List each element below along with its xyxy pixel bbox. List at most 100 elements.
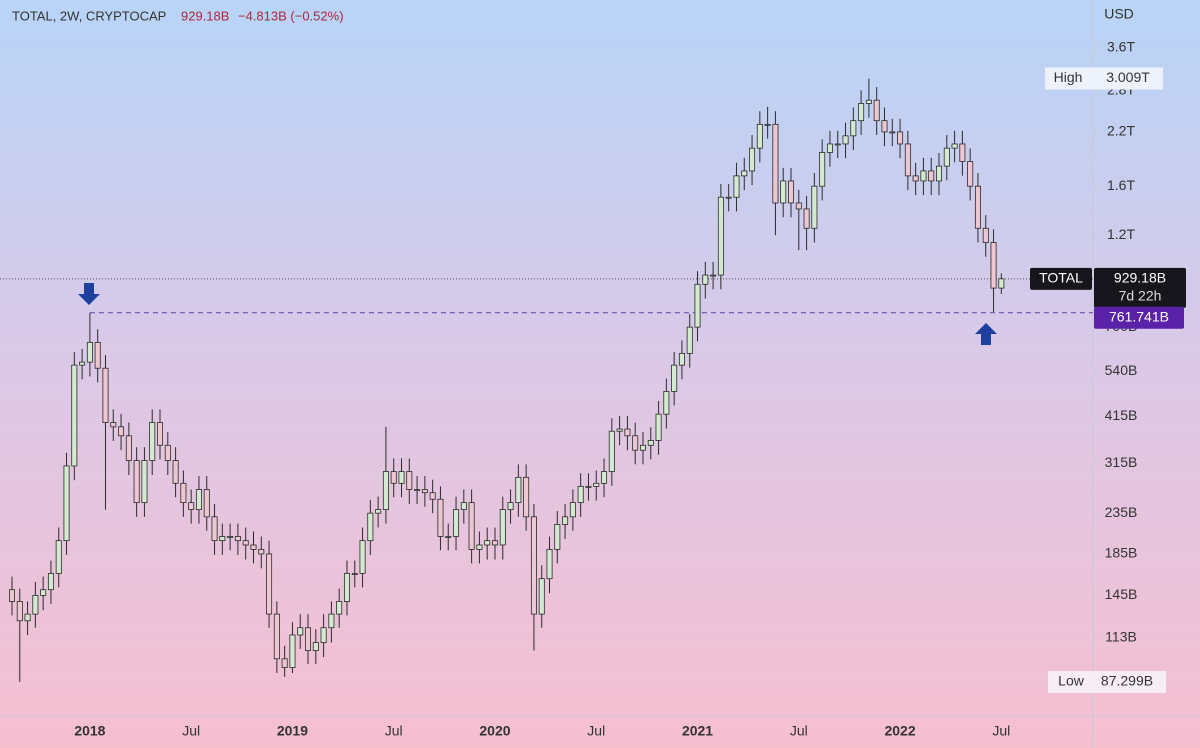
candle-body <box>79 361 86 366</box>
candle-body <box>336 601 343 615</box>
candle-body <box>63 465 70 542</box>
candle-body <box>936 165 943 182</box>
x-tick-label: Jul <box>182 723 200 739</box>
candle-body <box>577 485 584 504</box>
y-tick-label: 3.6T <box>1107 39 1135 55</box>
candle-body <box>266 553 273 615</box>
candle-body <box>741 170 748 177</box>
candle-body <box>211 516 218 542</box>
candle-body <box>133 460 140 504</box>
y-tick-label: 235B <box>1105 504 1138 520</box>
candle-body <box>289 634 296 668</box>
level-value: 761.741B <box>1109 308 1169 324</box>
candle-body <box>951 143 958 149</box>
low-name: Low <box>1058 673 1085 689</box>
candle-body <box>569 502 576 518</box>
candle-body <box>608 430 615 472</box>
candle-body <box>242 540 249 546</box>
candle-body <box>507 502 514 510</box>
candle-body <box>858 103 865 122</box>
low-box <box>1048 670 1166 693</box>
y-tick-label: 113B <box>1105 629 1137 645</box>
change: −4.813B (−0.52%) <box>238 8 344 23</box>
y-tick-label: 540B <box>1105 362 1138 378</box>
candle-body <box>16 601 23 622</box>
candle-body <box>546 549 553 580</box>
candle-body <box>865 99 872 104</box>
candle-body <box>725 196 732 199</box>
candle-body <box>826 143 833 153</box>
last-value-box <box>1094 267 1186 308</box>
plot-area <box>0 78 1093 682</box>
candle-body <box>756 123 763 149</box>
price: 929.18B <box>181 8 229 23</box>
candle-body <box>250 544 257 550</box>
high-value: 3.009T <box>1106 69 1150 85</box>
candle-body <box>94 341 101 369</box>
candle-body <box>624 428 631 437</box>
y-tick-label: 315B <box>1105 454 1138 470</box>
y-tick-label: 145B <box>1105 586 1138 602</box>
candle-body <box>32 595 39 615</box>
candle-body <box>702 274 709 285</box>
candle-body <box>8 589 15 602</box>
candle-body <box>897 131 904 145</box>
candle-body <box>788 180 795 204</box>
candle-body <box>491 540 498 546</box>
candle-body <box>484 540 491 546</box>
candle-body <box>203 489 210 518</box>
candle-body <box>219 536 226 542</box>
x-tick-label: 2019 <box>277 723 308 739</box>
candle-body <box>834 143 841 146</box>
candle-body <box>351 573 358 575</box>
candle-body <box>912 175 919 182</box>
candle-body <box>639 444 646 451</box>
candle-body <box>320 627 327 643</box>
candle-body <box>359 540 366 574</box>
candle-body <box>671 364 678 392</box>
y-unit: USD <box>1104 6 1134 22</box>
axis-labels: 3.6T2.8T2.2T1.6T1.2T700B540B415B315B235B… <box>74 39 1186 739</box>
candle-body <box>889 131 896 134</box>
candle-body <box>710 274 717 277</box>
candle-body <box>811 185 818 229</box>
x-tick-label: Jul <box>587 723 605 739</box>
candle-body <box>959 143 966 162</box>
candle-body <box>468 502 475 550</box>
candle-body <box>375 509 382 514</box>
last-value: 929.18B <box>1114 270 1166 286</box>
candle-body <box>694 283 701 328</box>
candle-body <box>406 471 413 490</box>
candle-body <box>515 476 522 504</box>
candle-body <box>125 435 132 461</box>
candle-body <box>429 492 436 500</box>
candle-body <box>180 482 187 504</box>
candle-body <box>585 485 592 488</box>
candle-body <box>328 613 335 629</box>
candle-body <box>678 352 685 366</box>
candle-body <box>86 341 93 363</box>
arrow-down <box>78 283 100 305</box>
candle-body <box>616 428 623 432</box>
candle-body <box>157 422 164 446</box>
candle-body <box>312 642 319 651</box>
candle-body <box>920 170 927 182</box>
candle-body <box>873 99 880 122</box>
candle-body <box>414 489 421 491</box>
x-tick-label: 2018 <box>74 723 105 739</box>
candle-body <box>476 544 483 550</box>
candle-body <box>795 202 802 210</box>
candle-body <box>297 627 304 636</box>
candle-body <box>904 143 911 177</box>
candle-body <box>367 512 374 542</box>
candle-body <box>195 489 202 510</box>
x-tick-label: Jul <box>790 723 808 739</box>
candle-body <box>55 540 62 574</box>
y-tick-label: 185B <box>1105 545 1138 561</box>
y-tick-label: 1.2T <box>1107 226 1135 242</box>
candle-body <box>421 489 428 494</box>
candle-body <box>593 482 600 487</box>
